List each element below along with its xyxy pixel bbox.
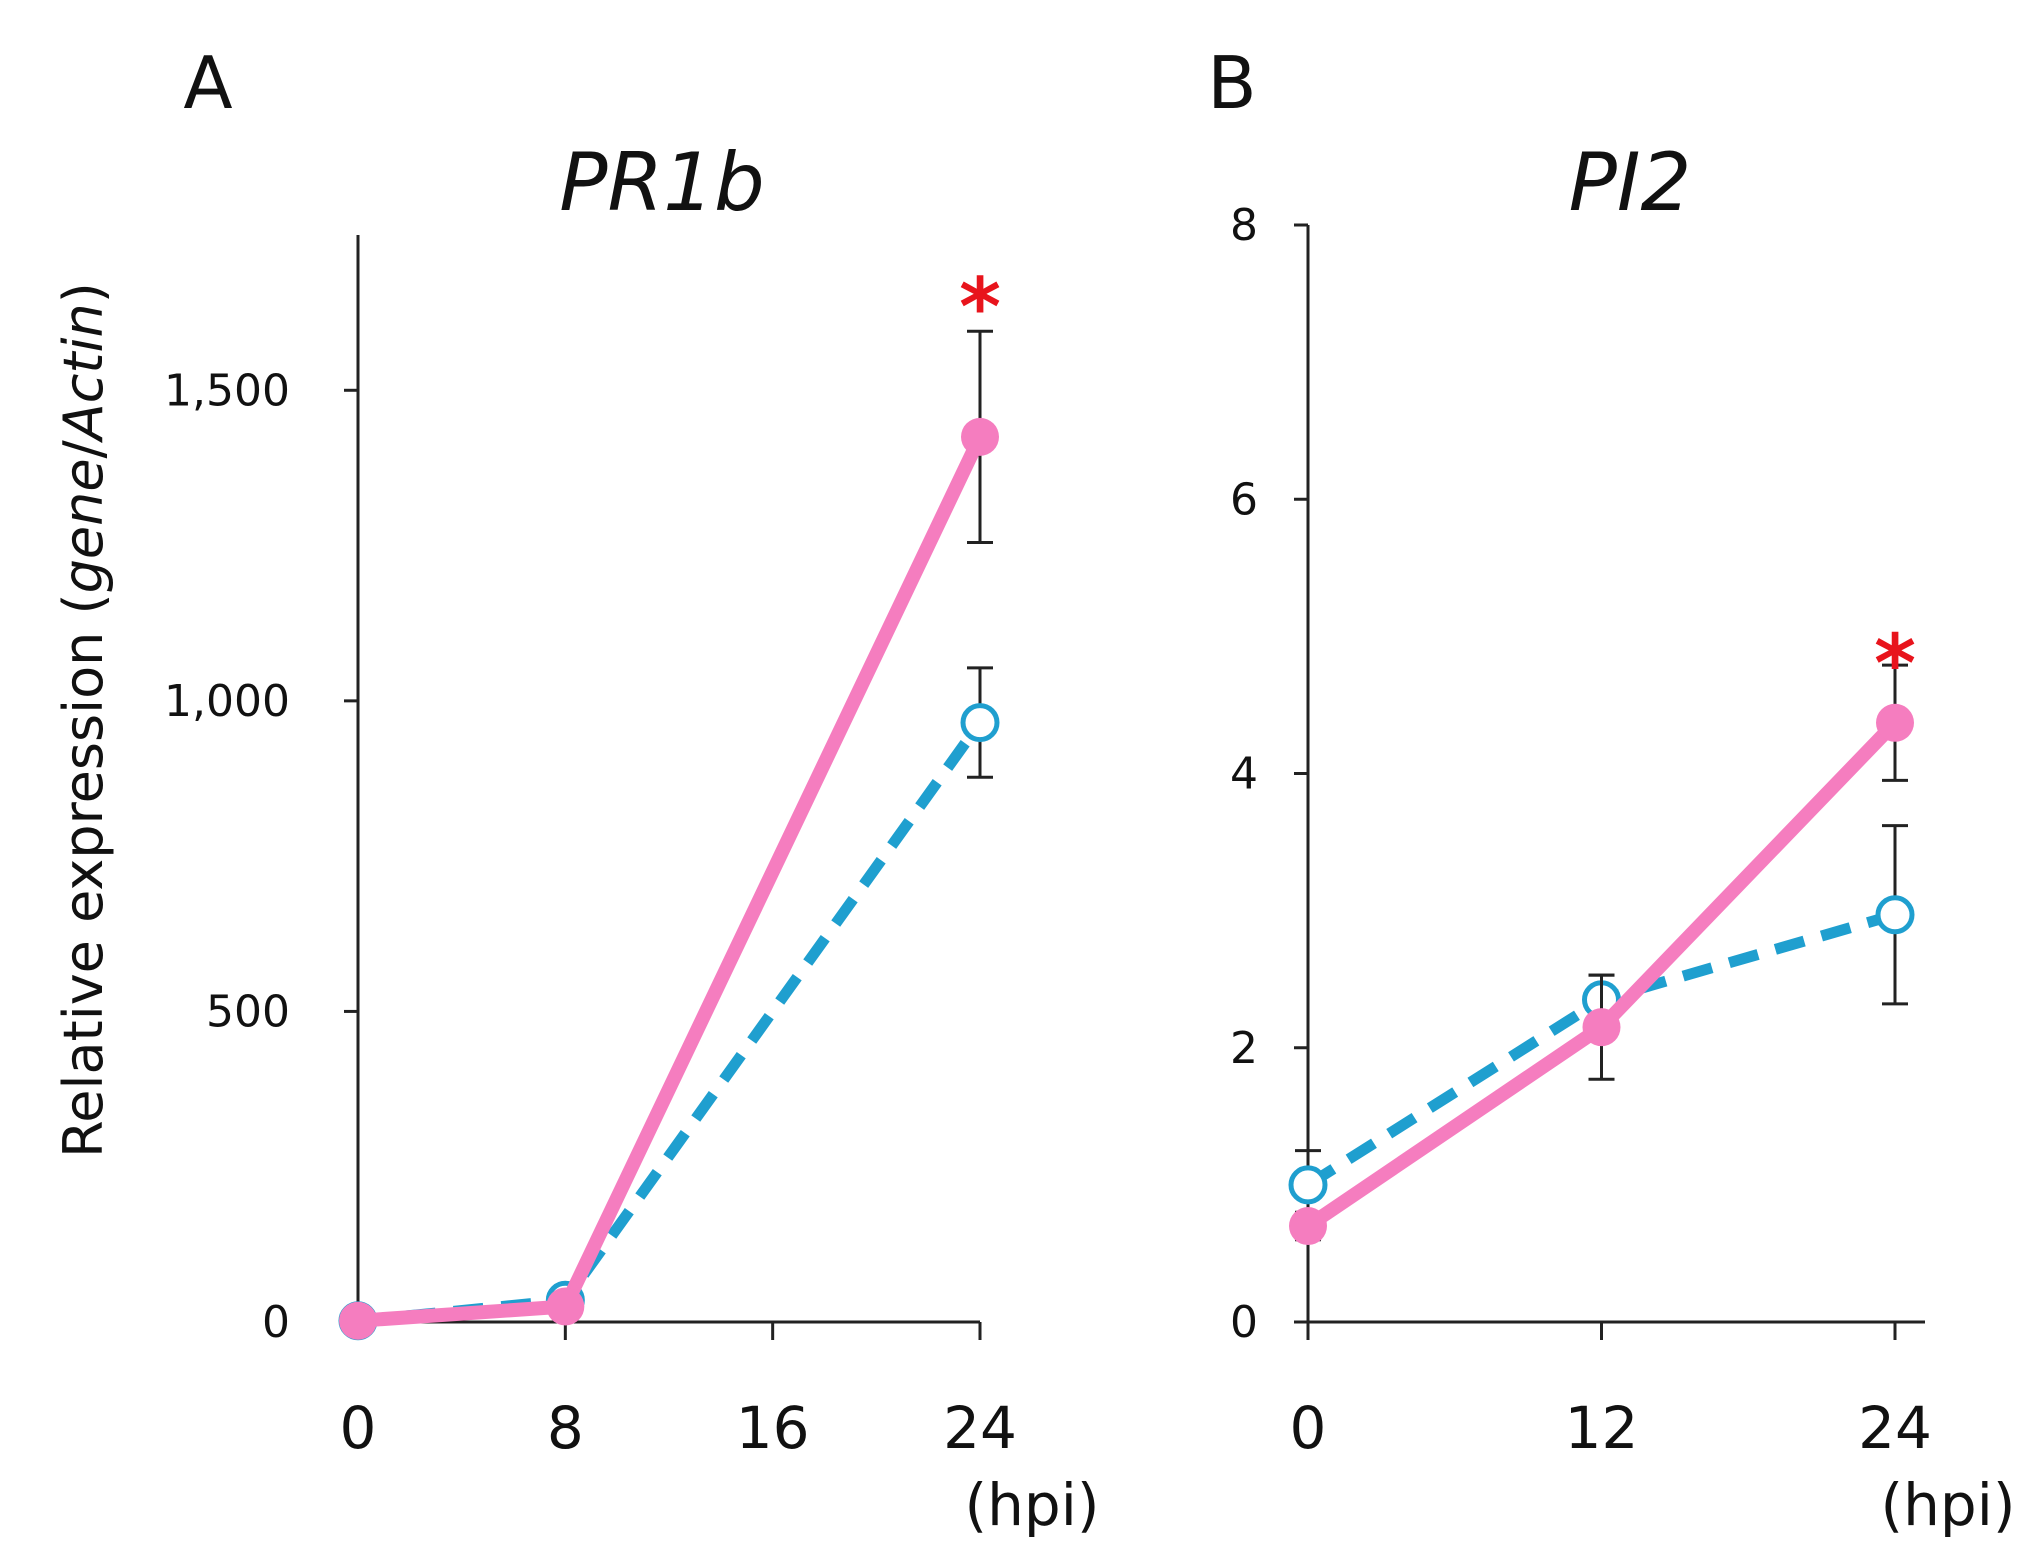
- panel-a-letter: A: [183, 41, 232, 125]
- panel-a-x-axis-label: (hpi): [965, 1471, 1100, 1539]
- panel-a-x-tick-label: 16: [736, 1394, 810, 1462]
- panel-a-title: PR1b: [559, 136, 765, 229]
- y-axis-label-prefix: Relative expression (: [52, 593, 115, 1157]
- y-axis-label-sep: /: [52, 439, 115, 458]
- y-axis-label-suffix: ): [52, 282, 115, 303]
- panel-a-significance-star: *: [959, 261, 1001, 354]
- panel-b-control-point: [1875, 895, 1915, 935]
- panel-b-treated-point: [1582, 1008, 1621, 1047]
- panel-a-x-tick-label: 0: [340, 1394, 377, 1462]
- y-axis-label: Relative expression (gene/Actin): [52, 282, 115, 1158]
- panel-b-y-tick-label: 2: [1230, 1023, 1258, 1074]
- panel-a-chart: A PR1b 0 500 1,000 1,500 0 8 16 24 (hpi) *: [164, 41, 1099, 1539]
- panel-b-title: PI2: [1569, 136, 1692, 229]
- panel-a-treated-point: [339, 1301, 377, 1340]
- panel-a-treated-series-line: [357, 433, 987, 1328]
- panel-b-x-axis-label: (hpi): [1881, 1471, 2016, 1539]
- panel-b-x-tick-label: 24: [1858, 1394, 1932, 1462]
- panel-a-y-tick-label: 0: [262, 1297, 290, 1348]
- panel-b-letter: B: [1207, 41, 1256, 125]
- panel-b-control-point: [1288, 1165, 1328, 1205]
- panel-a-y-tick-label: 1,000: [164, 676, 290, 727]
- panel-a-y-tick-label: 500: [206, 986, 290, 1037]
- panel-a-control-point: [960, 703, 1000, 743]
- panel-a-x-tick-label: 8: [547, 1394, 584, 1462]
- panel-a-y-tick-label: 1,500: [164, 365, 290, 416]
- y-axis-label-gene: gene: [52, 458, 115, 593]
- panel-b-significance-star: *: [1874, 617, 1916, 710]
- panel-b-y-tick-label: 0: [1230, 1297, 1258, 1348]
- panel-b-y-tick-label: 8: [1230, 200, 1258, 251]
- y-axis-label-actin: Actin: [52, 303, 115, 443]
- panel-b-y-tick-label: 6: [1230, 474, 1258, 525]
- panel-a-x-tick-label: 24: [943, 1394, 1017, 1462]
- panel-b-treated-point: [1876, 703, 1914, 742]
- panel-a-treated-point: [546, 1287, 585, 1326]
- panel-b-treated-point: [1289, 1207, 1327, 1246]
- panel-b-x-tick-label: 0: [1290, 1394, 1327, 1462]
- panel-b-y-tick-label: 4: [1230, 749, 1258, 800]
- panel-a-treated-point: [961, 417, 999, 456]
- panel-a-control-series-line: [357, 719, 985, 1327]
- panel-b-x-tick-label: 12: [1565, 1394, 1639, 1462]
